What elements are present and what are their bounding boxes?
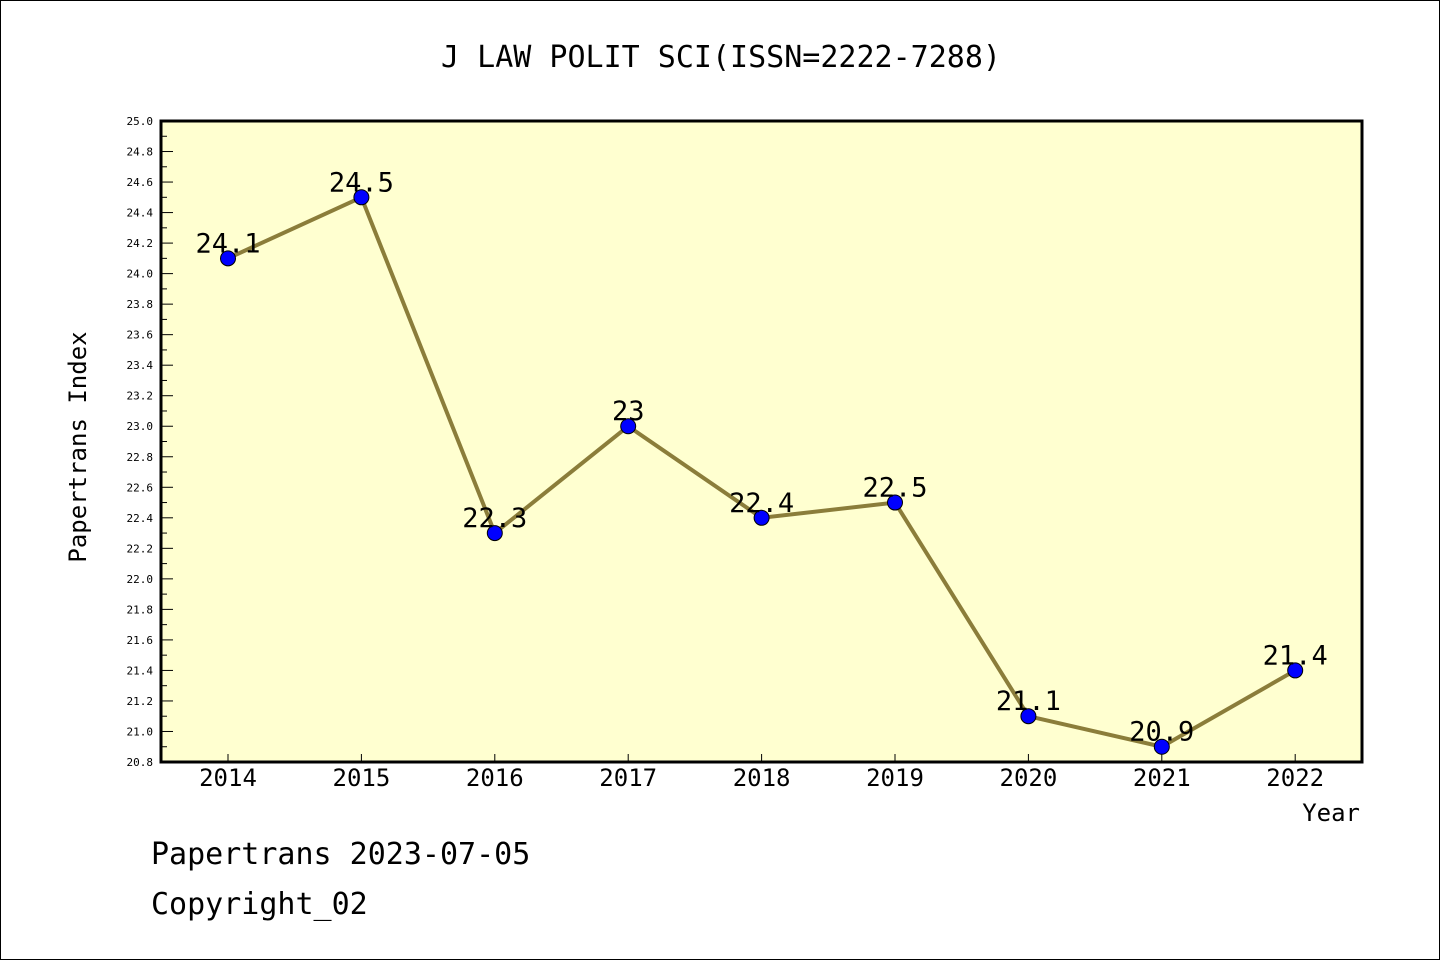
series-layer: 24.1 24.5 22.3 23 22.4 22.5 21.1 20.9 21.4 xyxy=(195,167,1328,755)
x-axis: 2014 2015 2016 2017 2018 2019 2020 2021 2022 xyxy=(199,754,1324,792)
data-point xyxy=(353,189,370,206)
y-tick-label: 24.8 xyxy=(127,146,154,159)
y-tick-label: 22.2 xyxy=(127,542,154,555)
data-label: 24.5 xyxy=(329,167,394,198)
y-tick-label: 22.6 xyxy=(127,481,154,494)
y-tick-label: 23.8 xyxy=(127,298,154,311)
y-tick-label: 21.8 xyxy=(127,603,154,616)
data-point xyxy=(1020,708,1037,725)
x-tick-label: 2020 xyxy=(1000,764,1058,792)
y-tick-label: 24.6 xyxy=(127,176,154,189)
x-tick-label: 2018 xyxy=(733,764,791,792)
y-tick-label: 22.0 xyxy=(127,573,154,586)
data-label: 22.5 xyxy=(862,473,927,504)
data-point xyxy=(220,250,236,267)
y-tick-label: 21.0 xyxy=(127,725,154,738)
y-tick-label: 23.2 xyxy=(127,390,154,403)
footer-copyright: Copyright_02 xyxy=(151,887,368,922)
y-tick-label: 22.4 xyxy=(127,512,154,525)
data-point xyxy=(1287,662,1304,679)
y-tick-label: 21.6 xyxy=(127,634,154,647)
y-tick-label: 21.4 xyxy=(127,664,154,677)
y-axis-label: Papertrans Index xyxy=(64,331,92,562)
y-tick-label: 23.4 xyxy=(127,359,154,372)
y-tick-label: 21.2 xyxy=(127,695,154,708)
data-label: 22.3 xyxy=(462,503,527,534)
plot-area xyxy=(159,119,1364,764)
footer-date: Papertrans 2023-07-05 xyxy=(151,837,531,872)
y-tick-label: 20.8 xyxy=(127,756,154,769)
x-tick-label: 2019 xyxy=(866,764,924,792)
chart-title: J LAW POLIT SCI(ISSN=2222-7288) xyxy=(441,40,1001,75)
y-tick-label: 23.6 xyxy=(127,329,154,342)
data-label: 20.9 xyxy=(1129,717,1194,748)
data-label: 21.1 xyxy=(996,686,1061,717)
data-label: 22.4 xyxy=(729,488,794,519)
data-point xyxy=(753,509,770,526)
x-axis-label: Year xyxy=(1302,799,1360,827)
data-label: 21.4 xyxy=(1263,640,1328,671)
x-tick-label: 2021 xyxy=(1133,764,1191,792)
y-tick-label: 24.0 xyxy=(127,268,154,281)
data-point xyxy=(1153,738,1170,755)
y-tick-label: 24.4 xyxy=(127,207,154,220)
y-axis: 20.8 21.0 21.2 21.4 21.6 21.8 22.0 22.2 22.4 22.6… xyxy=(127,115,173,769)
x-tick-label: 2014 xyxy=(199,764,257,792)
y-tick-label: 25.0 xyxy=(127,115,154,128)
data-label: 23 xyxy=(612,396,645,427)
data-point xyxy=(486,525,503,542)
y-tick-label: 22.8 xyxy=(127,451,154,464)
x-tick-label: 2022 xyxy=(1266,764,1324,792)
data-point xyxy=(620,418,637,435)
y-tick-label: 23.0 xyxy=(127,420,154,433)
data-point xyxy=(887,494,903,511)
x-tick-label: 2017 xyxy=(599,764,657,792)
y-tick-label: 24.2 xyxy=(127,237,154,250)
x-tick-label: 2016 xyxy=(466,764,524,792)
data-label: 24.1 xyxy=(195,228,260,259)
x-tick-label: 2015 xyxy=(333,764,391,792)
